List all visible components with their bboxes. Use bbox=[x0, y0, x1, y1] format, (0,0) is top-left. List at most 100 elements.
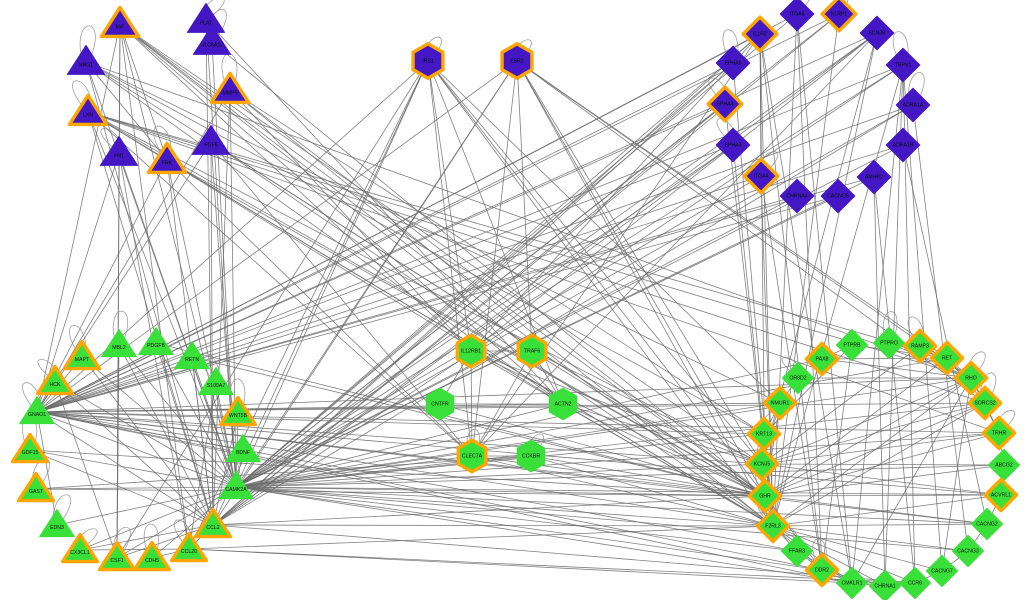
triangle-node-bdnf[interactable] bbox=[225, 434, 261, 463]
diamond-node-cacng7[interactable] bbox=[925, 554, 959, 588]
triangle-node-pdgfb[interactable] bbox=[138, 327, 174, 356]
diamond-node-ffar3[interactable] bbox=[780, 534, 814, 568]
diamond-node-sorcs2[interactable] bbox=[967, 385, 1003, 421]
graph-node[interactable]: CSF1 bbox=[97, 540, 137, 572]
hexagon-node-clec7a[interactable] bbox=[456, 438, 488, 474]
diamond-node-f2rl3[interactable] bbox=[755, 508, 791, 544]
diamond-node-cacng5[interactable] bbox=[820, 178, 856, 214]
hexagon-node-esr2[interactable] bbox=[500, 42, 534, 80]
diamond-node-klrf1[interactable] bbox=[820, 0, 858, 33]
graph-node[interactable]: GHR bbox=[747, 478, 783, 514]
graph-node[interactable]: WNT5B bbox=[218, 395, 258, 427]
diamond-node-cacng3[interactable] bbox=[951, 534, 985, 568]
diamond-node-ptprb[interactable] bbox=[835, 328, 869, 362]
triangle-node-nrg1[interactable] bbox=[66, 44, 106, 75]
diamond-node-trpv1[interactable] bbox=[885, 47, 921, 83]
diamond-node-or8d2[interactable] bbox=[781, 361, 815, 395]
diamond-node-chrna4[interactable] bbox=[779, 178, 815, 214]
graph-node[interactable]: PDGFB bbox=[138, 327, 174, 356]
triangle-node-cx3cl1[interactable] bbox=[60, 532, 100, 564]
graph-node[interactable]: GDF15 bbox=[10, 432, 50, 464]
triangle-node-camk2a[interactable] bbox=[218, 471, 254, 500]
diamond-node-kcnj5[interactable] bbox=[744, 446, 780, 482]
triangle-node-gast[interactable] bbox=[16, 471, 56, 503]
diamond-node-epha4[interactable] bbox=[706, 85, 744, 123]
triangle-node-mif[interactable] bbox=[99, 5, 141, 39]
graph-node[interactable]: IRS1 bbox=[411, 42, 445, 80]
hexagon-node-irs1[interactable] bbox=[411, 42, 445, 80]
graph-node[interactable]: MIF bbox=[99, 5, 141, 39]
hexagon-node-cckbr[interactable] bbox=[516, 439, 546, 473]
graph-node[interactable]: CACNG2 bbox=[970, 507, 1004, 541]
diamond-node-adra1a[interactable] bbox=[895, 87, 931, 123]
diamond-node-rho[interactable] bbox=[953, 360, 989, 396]
diamond-node-ddr2[interactable] bbox=[804, 552, 840, 588]
diamond-node-pax8[interactable] bbox=[804, 341, 840, 377]
graph-node[interactable]: MAPT bbox=[62, 339, 102, 371]
graph-node[interactable]: ITGA5 bbox=[779, 0, 815, 32]
graph-node[interactable]: TRAF6 bbox=[516, 333, 548, 369]
graph-node[interactable]: ABCG2 bbox=[987, 448, 1021, 482]
triangle-node-ccl20[interactable] bbox=[169, 531, 209, 563]
triangle-node-mmp9[interactable] bbox=[209, 71, 251, 105]
hexagon-node-il12rb1[interactable] bbox=[455, 333, 487, 369]
diamond-node-epha5[interactable] bbox=[715, 45, 751, 81]
graph-node[interactable]: IL1R2 bbox=[741, 15, 779, 53]
graph-node[interactable]: CACNG3 bbox=[951, 534, 985, 568]
hexagon-node-traf6[interactable] bbox=[516, 333, 548, 369]
graph-node[interactable]: CLEC7A bbox=[456, 438, 488, 474]
triangle-node-frk[interactable] bbox=[146, 141, 188, 175]
diamond-node-acvrl1[interactable] bbox=[983, 477, 1019, 513]
diamond-node-itga5[interactable] bbox=[779, 0, 815, 32]
graph-node[interactable]: CHRNA1 bbox=[868, 569, 902, 600]
graph-node[interactable]: ADRA1B bbox=[885, 127, 921, 163]
diamond-node-ramp3[interactable] bbox=[902, 328, 938, 364]
triangle-node-fgf6[interactable] bbox=[191, 124, 231, 155]
graph-node[interactable]: PLAT bbox=[186, 2, 226, 33]
diamond-node-amhr2[interactable] bbox=[856, 159, 892, 195]
hexagon-node-cntfr[interactable] bbox=[425, 387, 455, 421]
diamond-node-ghr[interactable] bbox=[747, 478, 783, 514]
graph-node[interactable]: KLRF1 bbox=[820, 0, 858, 33]
diamond-node-nmur1[interactable] bbox=[762, 385, 798, 421]
graph-node[interactable]: MMP9 bbox=[209, 71, 251, 105]
triangle-node-fn1[interactable] bbox=[99, 135, 139, 166]
triangle-node-lxn[interactable] bbox=[67, 93, 109, 127]
graph-node[interactable]: FRK bbox=[146, 141, 188, 175]
graph-node[interactable]: CDH5 bbox=[132, 540, 172, 572]
triangle-node-csf1[interactable] bbox=[97, 540, 137, 572]
graph-node[interactable]: CCR6 bbox=[898, 566, 932, 600]
triangle-node-slc6a12[interactable] bbox=[192, 24, 232, 55]
diamond-node-trhr[interactable] bbox=[981, 415, 1017, 451]
graph-node[interactable]: EDN3 bbox=[39, 509, 75, 538]
diamond-node-cacng2[interactable] bbox=[970, 507, 1004, 541]
diamond-node-scn3b[interactable] bbox=[859, 15, 895, 51]
diamond-node-adra1b[interactable] bbox=[885, 127, 921, 163]
diamond-node-ccr6[interactable] bbox=[898, 566, 932, 600]
diamond-node-ptpro[interactable] bbox=[872, 326, 906, 360]
graph-node[interactable]: TRPV1 bbox=[885, 47, 921, 83]
graph-node[interactable]: PAX8 bbox=[804, 341, 840, 377]
triangle-node-retn[interactable] bbox=[174, 341, 210, 370]
diamond-node-itga4[interactable] bbox=[742, 157, 780, 195]
diamond-node-epha3[interactable] bbox=[715, 127, 751, 163]
triangle-node-plat[interactable] bbox=[186, 2, 226, 33]
triangle-node-gdf15[interactable] bbox=[10, 432, 50, 464]
graph-node[interactable]: AMHR2 bbox=[856, 159, 892, 195]
diamond-node-cmklr1[interactable] bbox=[835, 566, 869, 600]
graph-node[interactable]: GAST bbox=[16, 471, 56, 503]
triangle-node-hck[interactable] bbox=[35, 364, 75, 396]
graph-node[interactable]: LXN bbox=[67, 93, 109, 127]
triangle-node-wnt5b[interactable] bbox=[218, 395, 258, 427]
graph-node[interactable]: ACVRL1 bbox=[983, 477, 1019, 513]
triangle-node-s100a7[interactable] bbox=[198, 367, 234, 396]
graph-node[interactable]: ITGA4 bbox=[742, 157, 780, 195]
triangle-node-edn3[interactable] bbox=[39, 509, 75, 538]
diamond-node-ret[interactable] bbox=[929, 340, 965, 376]
graph-node[interactable]: TRHR bbox=[981, 415, 1017, 451]
graph-node[interactable]: EPHA3 bbox=[715, 127, 751, 163]
graph-node[interactable]: NRG1 bbox=[66, 44, 106, 75]
triangle-node-ccl2[interactable] bbox=[193, 507, 233, 539]
